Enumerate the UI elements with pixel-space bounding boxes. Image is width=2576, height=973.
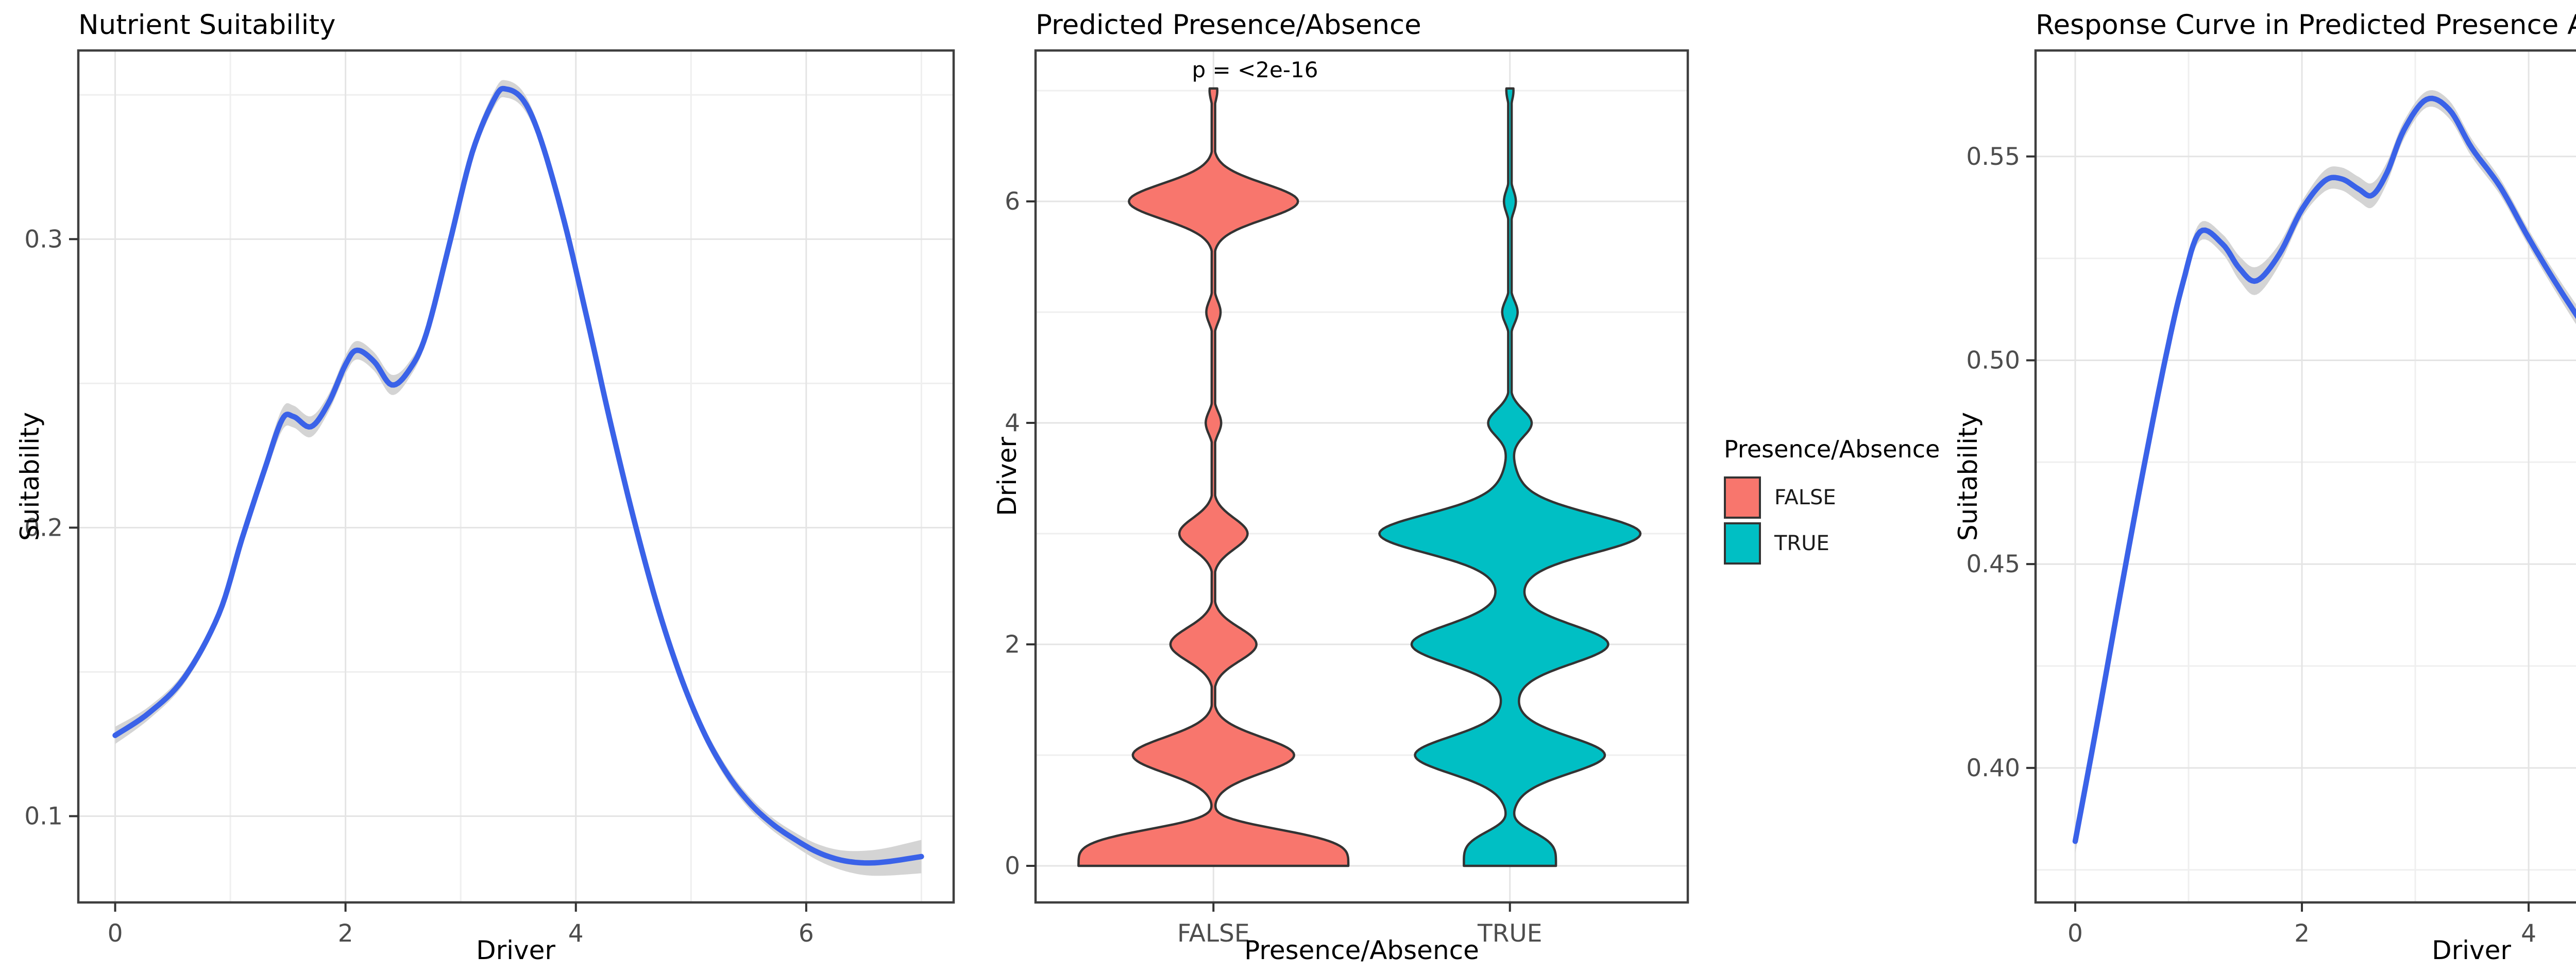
y-tick-label: 0.3 bbox=[24, 225, 63, 253]
legend-title: Presence/Absence bbox=[1724, 435, 1940, 463]
y-tick-label: 0.1 bbox=[24, 803, 63, 831]
nutrient-x-axis-title: Driver bbox=[476, 935, 555, 965]
y-tick-label: 0.55 bbox=[1966, 143, 2020, 171]
nutrient-panel-border bbox=[77, 49, 955, 904]
y-tick-label: 0 bbox=[1005, 852, 1020, 880]
chart-violin: FALSE TRUE 0 2 4 6 bbox=[1005, 49, 1689, 948]
x-tick-label: 4 bbox=[2521, 919, 2536, 948]
legend-item-true: TRUE bbox=[1724, 522, 1940, 565]
y-tick-label: 0.2 bbox=[24, 514, 63, 542]
legend: Presence/Absence FALSE TRUE bbox=[1724, 435, 1940, 568]
x-tick-label: 4 bbox=[568, 919, 584, 948]
false-color-swatch-icon bbox=[1724, 476, 1761, 519]
y-tick-label: 4 bbox=[1005, 409, 1020, 437]
y-tick-label: 2 bbox=[1005, 630, 1020, 659]
x-tick-label: 0 bbox=[2067, 919, 2083, 948]
x-tick-label: 0 bbox=[108, 919, 123, 948]
y-tick-label: 0.45 bbox=[1966, 550, 2020, 578]
y-tick-label: 6 bbox=[1005, 187, 1020, 216]
response-panel-border bbox=[2034, 49, 2576, 904]
legend-label-false: FALSE bbox=[1774, 486, 1836, 509]
x-tick-label: 2 bbox=[2294, 919, 2310, 948]
x-tick-label: 2 bbox=[338, 919, 353, 948]
violin-true bbox=[1378, 87, 1642, 867]
violin-gridlines bbox=[1036, 50, 1688, 902]
y-tick-label: 0.50 bbox=[1966, 346, 2020, 374]
nutrient-smooth-line bbox=[112, 86, 924, 866]
nutrient-axes: 0 2 4 6 0.1 0.2 0.3 bbox=[24, 225, 814, 948]
response-y-axis-title: Suitability bbox=[1953, 412, 1983, 541]
x-tick-label: 6 bbox=[799, 919, 814, 948]
response-confidence-ribbon bbox=[2075, 90, 2576, 853]
response-smooth-line bbox=[2072, 95, 2576, 844]
legend-label-true: TRUE bbox=[1774, 532, 1829, 555]
nutrient-gridlines bbox=[78, 50, 954, 902]
true-color-swatch-icon bbox=[1724, 522, 1761, 565]
nutrient-chart-title: Nutrient Suitability bbox=[78, 9, 336, 41]
x-tick-label: TRUE bbox=[1477, 919, 1542, 948]
x-tick-label: FALSE bbox=[1177, 919, 1250, 948]
chart-nutrient: 0 2 4 6 0.1 0.2 0.3 bbox=[24, 49, 955, 948]
violin-y-axis-title: Driver bbox=[992, 437, 1022, 516]
violin-chart-title: Predicted Presence/Absence bbox=[1036, 9, 1421, 41]
nutrient-y-axis-title: Suitability bbox=[15, 412, 45, 541]
violin-axes: FALSE TRUE 0 2 4 6 bbox=[1005, 187, 1542, 948]
legend-item-false: FALSE bbox=[1724, 476, 1940, 519]
response-x-axis-title: Driver bbox=[2432, 935, 2511, 965]
violin-false bbox=[1077, 87, 1350, 867]
response-chart-title: Response Curve in Predicted Presence Are… bbox=[2036, 9, 2576, 41]
violin-panel-border bbox=[1034, 49, 1689, 904]
nutrient-confidence-ribbon bbox=[115, 80, 922, 876]
p-value-annotation: p = <2e-16 bbox=[1192, 57, 1318, 82]
violin-x-axis-title: Presence/Absence bbox=[1244, 935, 1479, 965]
y-tick-label: 0.40 bbox=[1966, 754, 2020, 782]
